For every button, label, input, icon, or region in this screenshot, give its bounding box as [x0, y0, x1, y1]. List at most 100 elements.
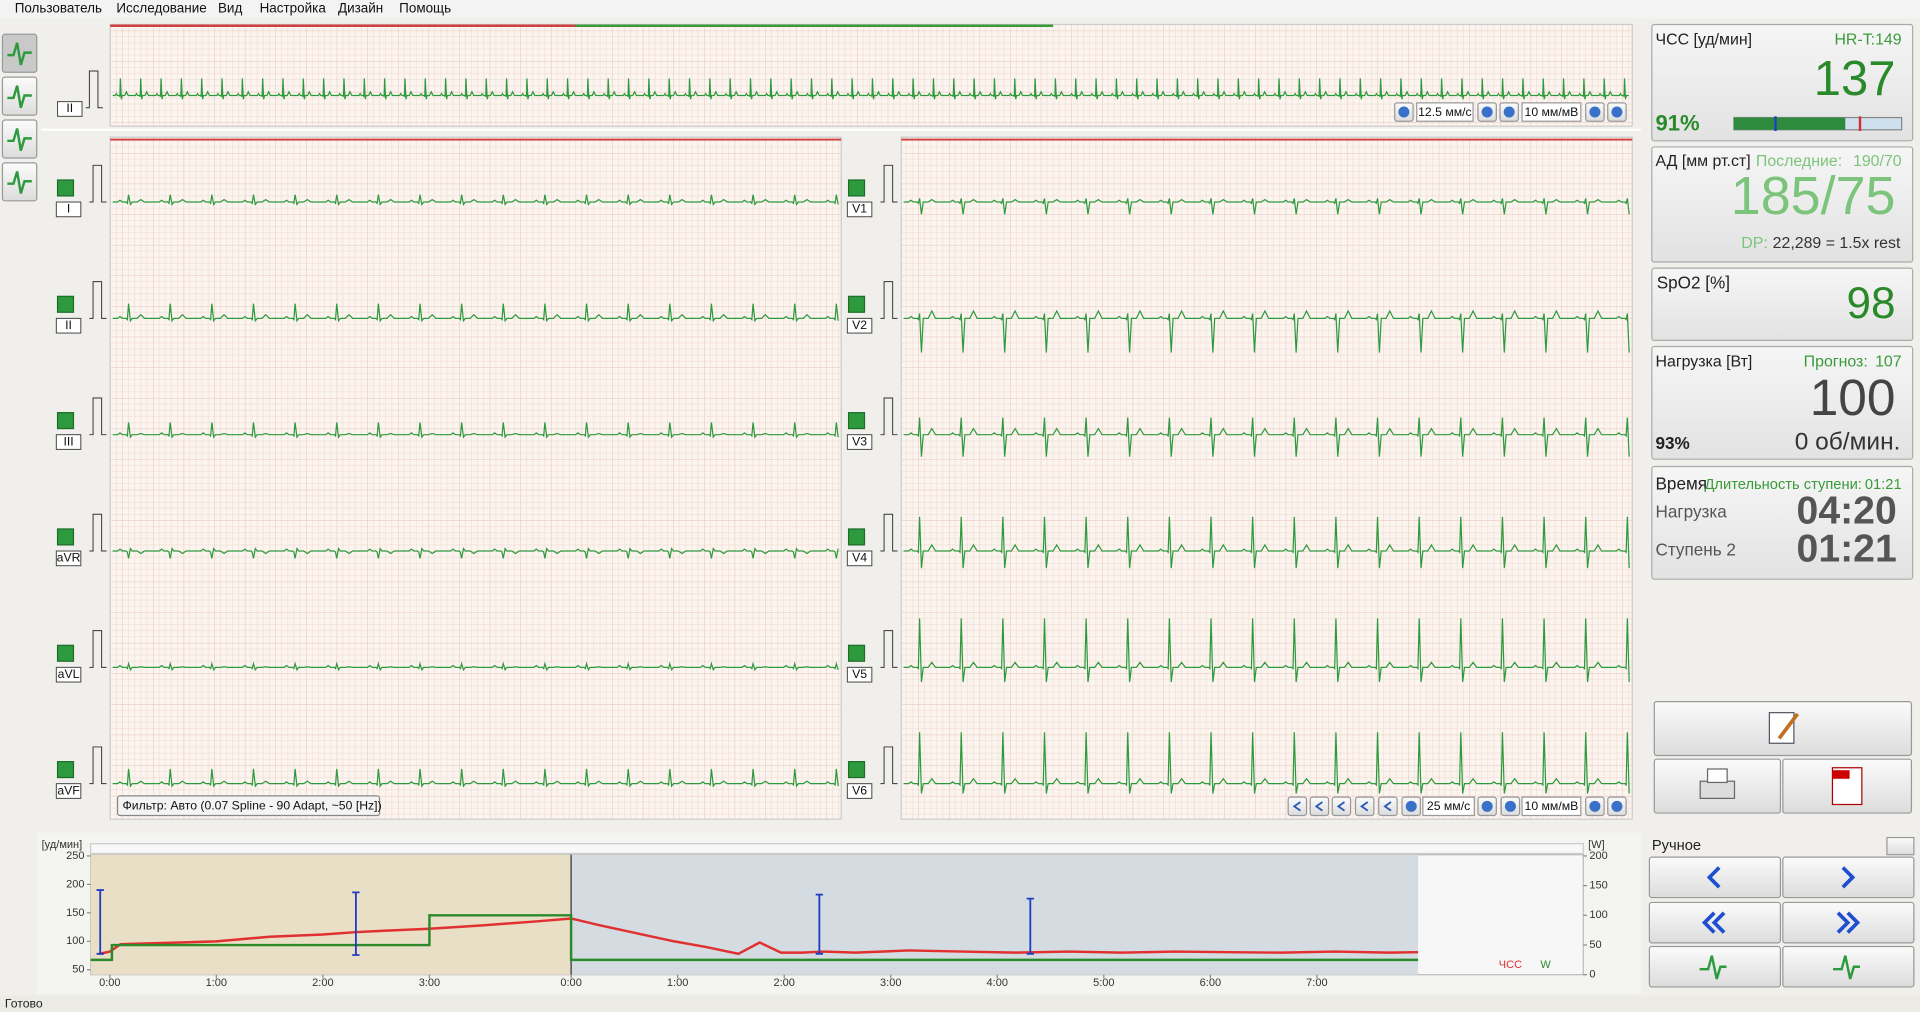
lead-toggle[interactable] — [847, 179, 866, 197]
lead-label: I — [67, 202, 70, 216]
nav-button[interactable] — [1331, 796, 1352, 817]
menu-item[interactable]: Дизайн — [338, 1, 383, 16]
nav-icon — [1314, 801, 1323, 812]
stage-duration: 01:21 — [1865, 477, 1902, 493]
calibration-pulse — [880, 164, 898, 203]
lead-toggle[interactable] — [56, 412, 75, 430]
lead-toggle[interactable] — [847, 412, 866, 430]
report-icon — [1777, 712, 1800, 740]
lead-label: II — [66, 101, 73, 115]
ecg-waveform — [903, 309, 1630, 353]
lead-label-box — [55, 201, 82, 218]
menu-item[interactable]: Пользователь — [15, 1, 102, 16]
toolbar-icon — [1481, 800, 1493, 812]
gain-label: 10 мм/мВ — [1525, 799, 1579, 813]
y2-tick-label: 0 — [1589, 969, 1595, 981]
prev-button[interactable] — [1648, 856, 1782, 899]
lead-label-box — [846, 783, 873, 799]
hr-title: ЧСС [уд/мин] — [1656, 32, 1753, 49]
menu-item[interactable]: Вид — [218, 1, 242, 16]
x-tick-label: 0:00 — [99, 977, 120, 989]
legend-entry: ЧСС — [1499, 959, 1522, 971]
speed-box[interactable] — [1422, 796, 1475, 817]
lead-toggle[interactable] — [847, 295, 866, 313]
y2-tick-label: 50 — [1589, 939, 1601, 951]
printer-icon — [1706, 768, 1728, 784]
dp-label: DP: — [1741, 235, 1768, 252]
y2-tick-label: 200 — [1589, 850, 1607, 862]
stage-duration-label: Длительность ступени: — [1704, 477, 1861, 493]
lead-label-box — [57, 101, 83, 117]
lead-toggle[interactable] — [847, 644, 866, 662]
calibration-pulse — [880, 281, 898, 319]
rpm-value: 0 об/мин. — [1795, 429, 1901, 456]
status-bar — [0, 995, 1920, 1012]
y2-tick-label: 100 — [1589, 909, 1607, 921]
hr-bar-marker — [1858, 116, 1862, 132]
toolbar-icon — [1481, 106, 1493, 118]
menu-item[interactable]: Помощь — [399, 1, 451, 16]
gain-box[interactable] — [1521, 102, 1582, 122]
menu-bar — [0, 0, 1920, 19]
marker-icon — [1699, 955, 1727, 980]
vital-panel — [1651, 146, 1914, 263]
lead-toggle[interactable] — [56, 528, 75, 546]
trend-event-bar — [90, 843, 1584, 855]
lead-toggle[interactable] — [56, 644, 75, 662]
nav-button[interactable] — [1354, 796, 1375, 817]
toolbar-icon — [1611, 800, 1623, 812]
vital-panel — [1651, 267, 1914, 342]
x-tick-label: 0:00 — [560, 977, 581, 989]
trend-line — [98, 917, 1419, 956]
lead-toggle[interactable] — [847, 528, 866, 546]
y-tick-label: 200 — [66, 878, 84, 890]
y-tick-label: 100 — [66, 935, 84, 947]
nav-button[interactable] — [1378, 796, 1398, 817]
nav-button[interactable] — [1287, 796, 1308, 817]
spo2-value: 98 — [1846, 279, 1895, 328]
load-time-label: Нагрузка — [1656, 502, 1728, 522]
menu-item[interactable]: Исследование — [116, 1, 206, 16]
hr-bar-fill — [1733, 117, 1846, 130]
next-button[interactable] — [1782, 856, 1915, 899]
nav-icon — [1292, 801, 1301, 812]
x-tick-label: 4:00 — [987, 977, 1008, 989]
manual-label: Ручное — [1652, 838, 1701, 854]
lead-label: V3 — [852, 434, 867, 448]
ecg-waveform — [112, 547, 839, 559]
ecg-waveform — [112, 194, 839, 206]
y-tick-label: 50 — [72, 964, 84, 976]
nav-icon — [1360, 801, 1369, 812]
toolbar-icon — [1405, 800, 1417, 812]
lead-toggle[interactable] — [56, 179, 75, 197]
calibration-pulse — [880, 513, 898, 552]
nav-button[interactable] — [1309, 796, 1330, 817]
lead-label: V5 — [852, 667, 867, 681]
mode-icon — [7, 85, 32, 109]
toolbar-icon — [1589, 106, 1601, 118]
lead-label-box — [55, 666, 82, 683]
gain-box[interactable] — [1521, 796, 1582, 817]
menu-item[interactable]: Настройка — [260, 1, 327, 16]
trend-line — [90, 914, 1419, 962]
load-time: 04:20 — [1797, 489, 1897, 532]
y-tick-label: 150 — [66, 907, 84, 919]
calibration-pulse — [880, 630, 898, 668]
toolbar-icon — [1503, 106, 1515, 118]
speed-box[interactable] — [1416, 102, 1474, 122]
lead-label: aVL — [58, 667, 80, 681]
manual-edit-button[interactable] — [1886, 836, 1915, 856]
toolbar-icon — [1611, 106, 1623, 118]
ecg-waveform — [112, 78, 1629, 100]
ecg-waveform — [112, 422, 839, 439]
mode-icon — [7, 128, 32, 151]
lead-toggle[interactable] — [847, 761, 866, 779]
bp-marker — [815, 893, 824, 955]
lead-toggle[interactable] — [56, 761, 75, 779]
calibration-pulse — [89, 513, 107, 552]
lead-label: V6 — [852, 783, 867, 797]
time-title: Время — [1656, 473, 1708, 493]
marker-icon — [1833, 955, 1861, 980]
lead-toggle[interactable] — [56, 295, 75, 313]
